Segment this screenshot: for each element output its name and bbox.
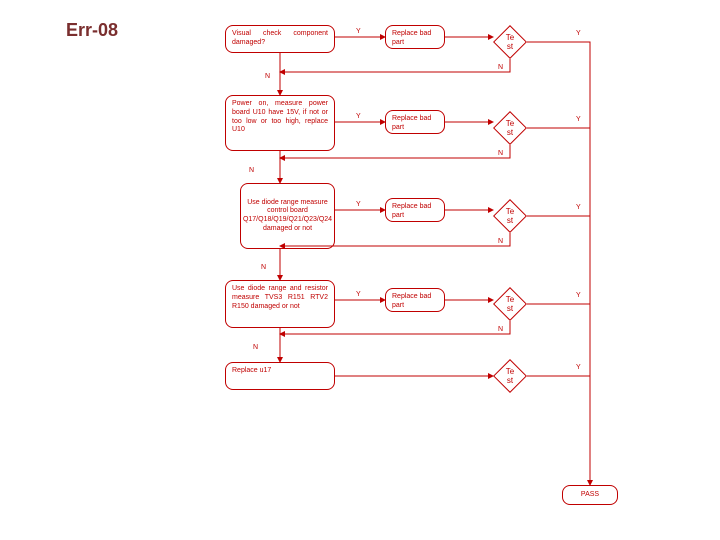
test-diamond-3: Te st [493,199,527,233]
test-label: Te st [506,295,514,313]
edge-label: N [498,238,503,245]
box-power-u10: Power on, measure power board U10 have 1… [225,95,335,151]
edge-label: Y [356,28,361,35]
test-label: Te st [506,207,514,225]
edge-label: N [498,64,503,71]
edge-label: Y [356,291,361,298]
edge-label: Y [576,204,581,211]
edge-label: N [498,150,503,157]
box-visual-check: Visual check component damaged? [225,25,335,53]
box-replace-3: Replace bad part [385,198,445,222]
test-diamond-4: Te st [493,287,527,321]
box-replace-1: Replace bad part [385,25,445,49]
edge-label: N [261,264,266,271]
edge-label: Y [356,113,361,120]
edge-label: Y [356,201,361,208]
edge-label: Y [576,364,581,371]
page-title: Err-08 [66,20,118,41]
box-diode-tvs: Use diode range and resistor measure TVS… [225,280,335,328]
edge-label: N [253,344,258,351]
edge-label: Y [576,30,581,37]
flow-wires [0,0,720,540]
test-label: Te st [506,119,514,137]
edge-label: Y [576,116,581,123]
edge-label: N [498,326,503,333]
test-label: Te st [506,33,514,51]
edge-label: N [249,167,254,174]
test-diamond-2: Te st [493,111,527,145]
test-label: Te st [506,367,514,385]
test-diamond-1: Te st [493,25,527,59]
box-replace-4: Replace bad part [385,288,445,312]
box-replace-u17: Replace u17 [225,362,335,390]
box-diode-q: Use diode range measure control board Q1… [240,183,335,249]
box-replace-2: Replace bad part [385,110,445,134]
edge-label: N [265,73,270,80]
test-diamond-5: Te st [493,359,527,393]
edge-label: Y [576,292,581,299]
box-pass: PASS [562,485,618,505]
